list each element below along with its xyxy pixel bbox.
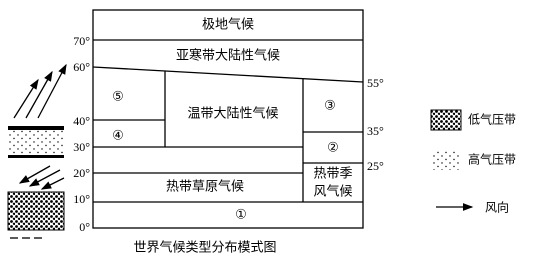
marker: ⑤ <box>112 90 124 105</box>
marker: ② <box>327 141 339 156</box>
legend-label: 高气压带 <box>468 152 516 167</box>
zone-label: 亚寒带大陆性气候 <box>176 48 280 64</box>
legend: 低气压带 高气压带 风向 <box>430 109 516 215</box>
legend-label: 低气压带 <box>468 112 516 127</box>
caption: 世界气候类型分布模式图 <box>133 240 276 256</box>
zone-label: 温带大陆性气候 <box>187 106 278 122</box>
climate-grid <box>92 9 364 229</box>
latitude-label: 55° <box>367 76 384 90</box>
latitude-label: 40° <box>73 114 90 128</box>
legend-label: 风向 <box>485 200 509 215</box>
zone-label: 热带草原气候 <box>166 179 244 195</box>
zone-label: 热带季 <box>313 167 352 182</box>
latitude-label: 0° <box>79 220 90 234</box>
latitude-label: 70° <box>73 34 90 48</box>
latitude-label: 20° <box>73 166 90 180</box>
latitude-label: 10° <box>73 192 90 206</box>
zone-label: 极地气候 <box>202 17 254 33</box>
latitude-label: 30° <box>73 140 90 154</box>
marker: ④ <box>112 129 124 144</box>
marker: ③ <box>324 99 336 114</box>
latitude-label: 60° <box>73 60 90 74</box>
pressure-illustration <box>7 63 67 239</box>
latitude-label: 25° <box>367 159 384 173</box>
marker: ① <box>235 208 247 223</box>
latitude-label: 35° <box>367 124 384 138</box>
zone-label: 风气候 <box>313 184 352 200</box>
